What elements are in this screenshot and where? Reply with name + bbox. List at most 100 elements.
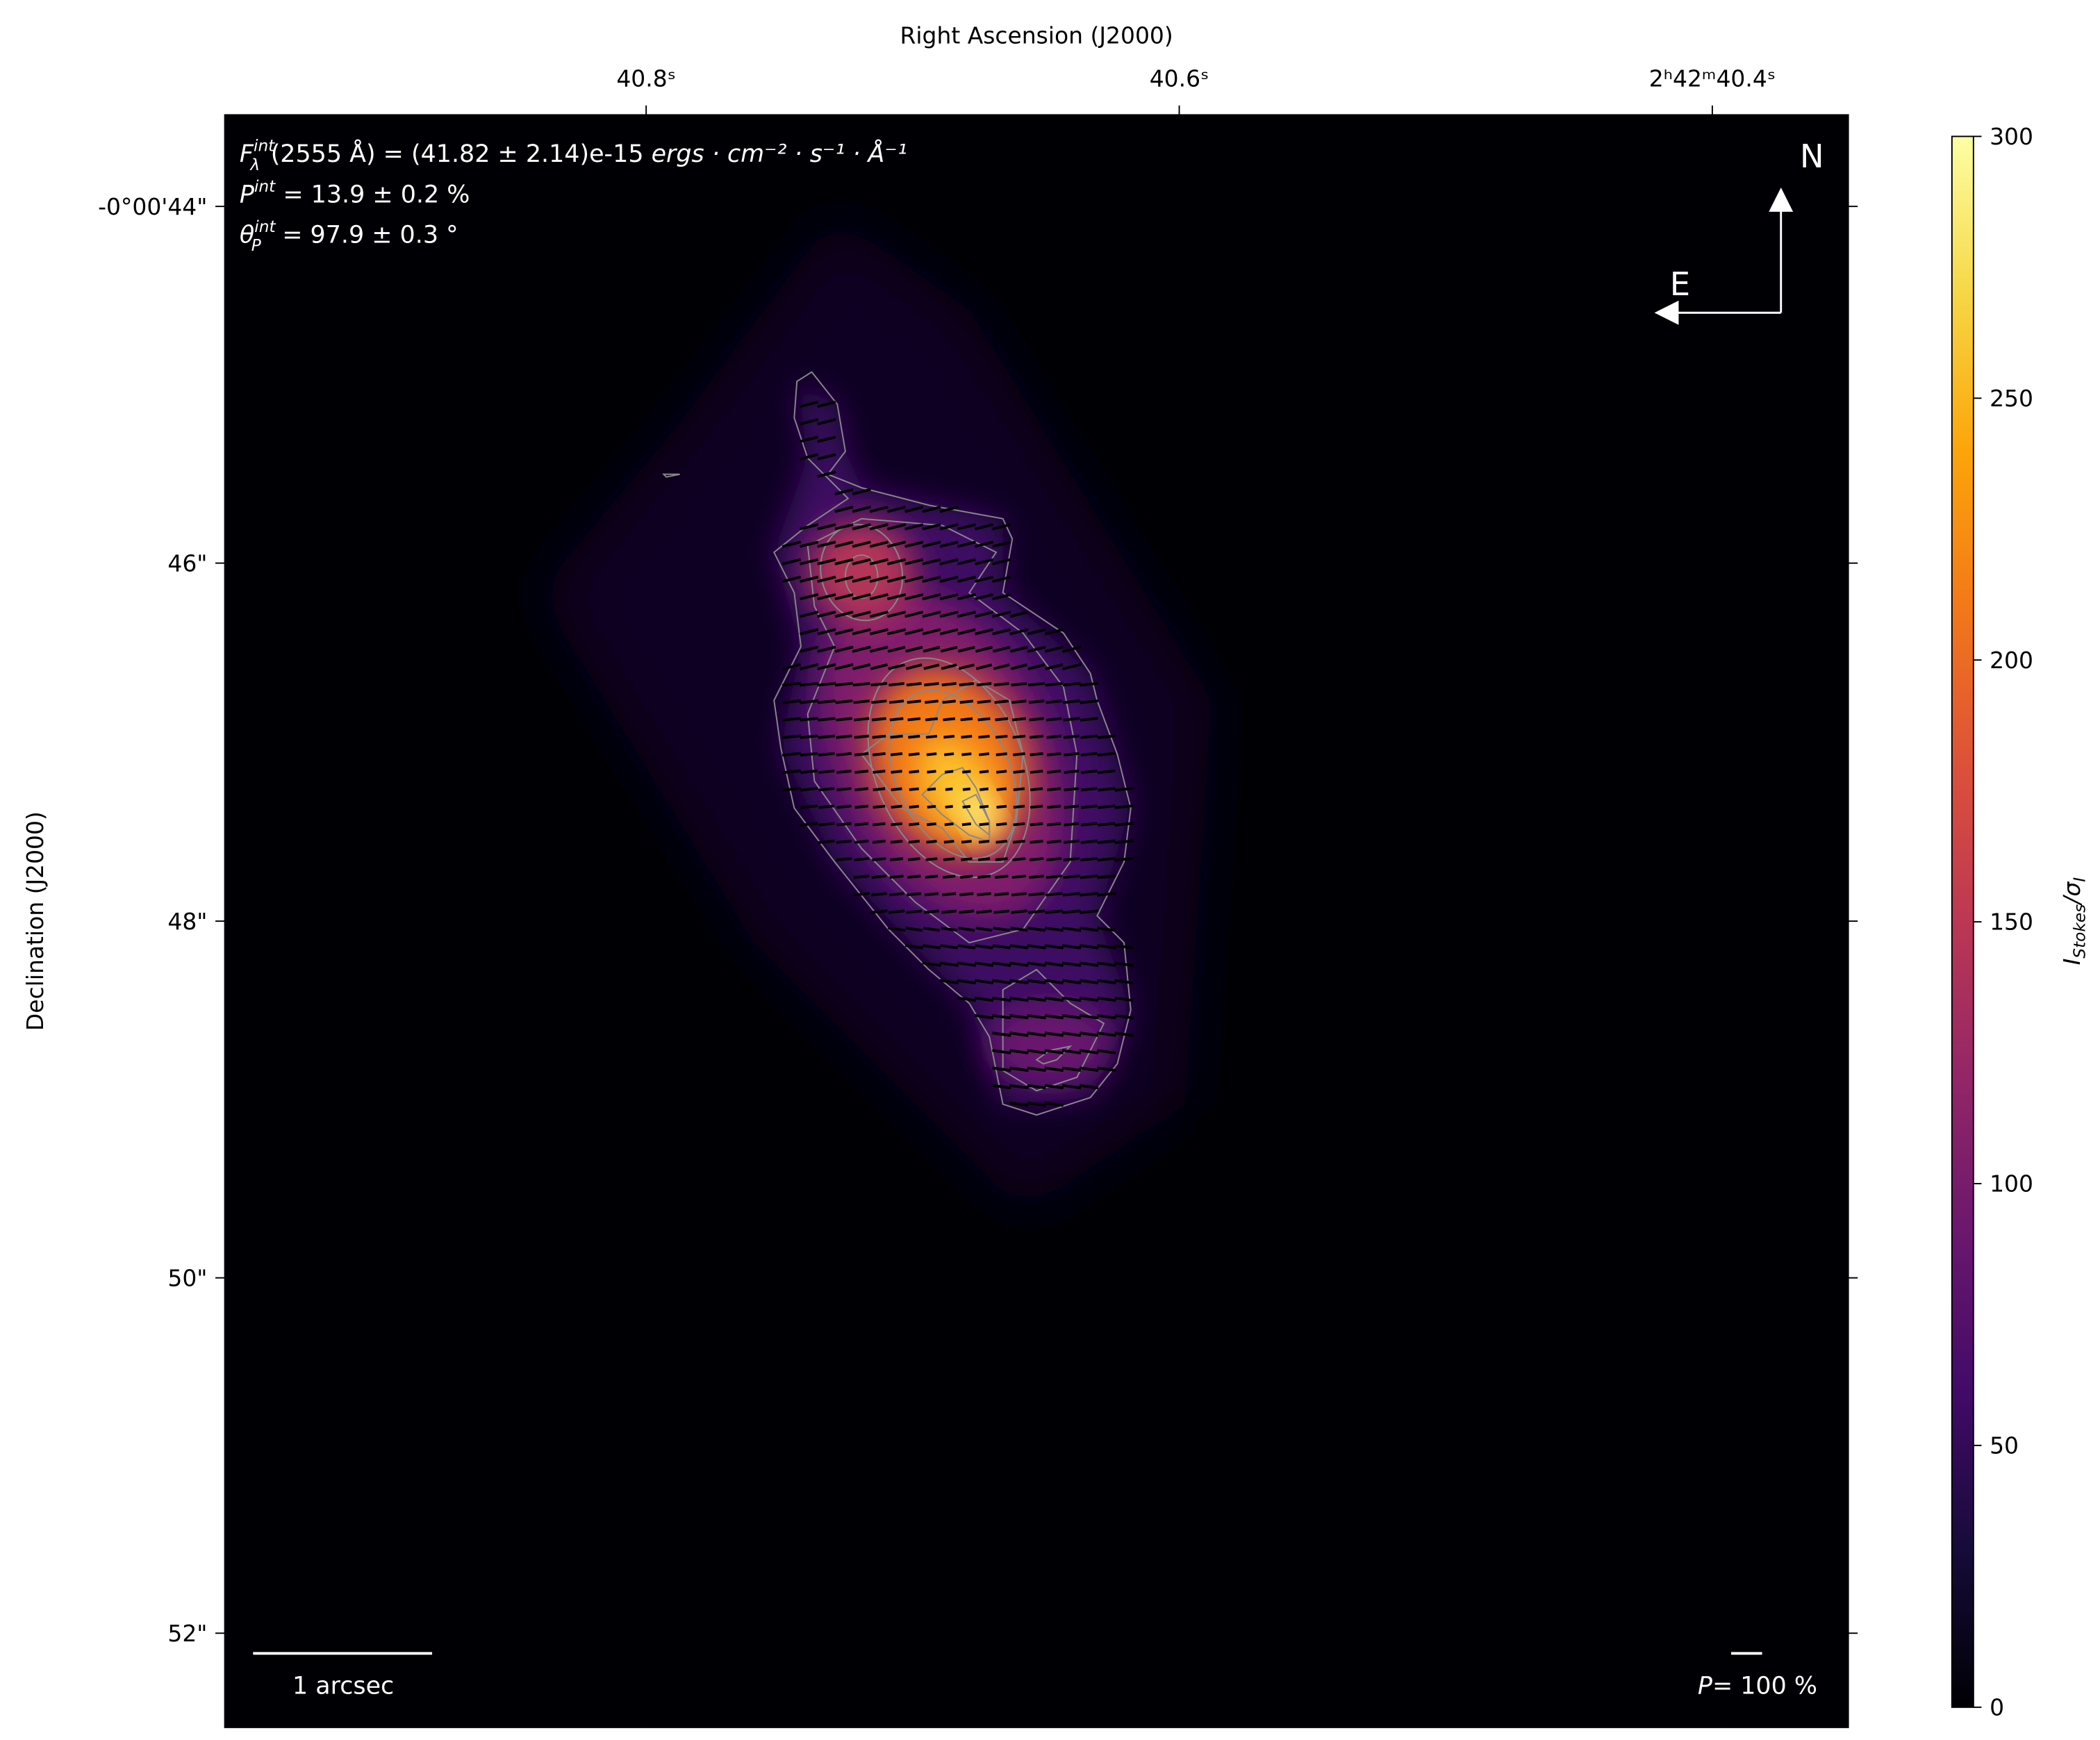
polarization-vector [959, 892, 974, 897]
polarization-vector [1064, 752, 1080, 756]
colorbar-tick-label: 50 [1990, 1432, 2019, 1459]
polarization-vector [799, 645, 819, 653]
polarization-vector [977, 699, 991, 704]
polarization-vector [852, 593, 871, 601]
polarization-vector [891, 804, 902, 809]
polarization-vector [905, 927, 923, 932]
polarization-vector [1044, 944, 1064, 950]
polarization-vector [1080, 769, 1098, 774]
polarization-vector [962, 787, 970, 791]
x-tick-label: 2ʰ42ᵐ40.4ˢ [1649, 65, 1776, 92]
polarization-vector [926, 840, 937, 844]
polarization-vector [854, 770, 869, 774]
polarization-vector [975, 944, 993, 950]
contour [867, 657, 1031, 879]
polarization-vector [979, 770, 989, 774]
polarization-vector [1097, 996, 1116, 1002]
polarization-vector [818, 787, 835, 792]
polarization-vector [1097, 979, 1116, 985]
polarization-vector [992, 1066, 1011, 1072]
polarization-vector [836, 769, 852, 774]
polarization-vector [852, 681, 870, 687]
polarization-vector [817, 663, 836, 671]
polarization-vector [922, 540, 941, 548]
polarization-vector [1011, 909, 1027, 914]
polarization-vector [1044, 1084, 1064, 1090]
polarization-vector [992, 593, 1011, 601]
polarization-vector [1114, 996, 1134, 1002]
colorbar-tick-label: 100 [1990, 1170, 2033, 1198]
polarization-vector [1045, 663, 1064, 670]
polarization-vector [1011, 681, 1027, 687]
polarization-vector [1013, 822, 1025, 827]
polarization-vector [891, 787, 902, 791]
polarization-vector [1098, 804, 1116, 809]
polarization-vector [1027, 1013, 1046, 1020]
polarization-vector [927, 787, 936, 791]
polarization-vector [941, 663, 957, 670]
polarization-vector [818, 752, 835, 757]
polarization-vector [1061, 1013, 1082, 1020]
polarization-vector [1013, 787, 1025, 792]
polarization-vector [923, 909, 940, 914]
polarization-vector [836, 787, 852, 792]
polarization-vector [852, 611, 871, 618]
scale-bar-label: 1 arcsec [292, 1672, 394, 1700]
polarization-vector [1047, 787, 1061, 792]
polarization-vector [888, 699, 904, 704]
polarization-vector [782, 734, 802, 740]
polarization-vector [1011, 892, 1027, 897]
polarization-vector [871, 875, 887, 879]
polarization-vector [961, 822, 971, 827]
polarization-vector [908, 752, 920, 756]
polarization-vector [1027, 944, 1046, 950]
colorbar-tick-label: 300 [1990, 123, 2033, 150]
polarization-vector [782, 699, 802, 704]
polarization-vector [887, 645, 906, 653]
polarization-vector [1080, 874, 1098, 879]
polarization-vector [943, 717, 956, 722]
polarization-vector [1061, 926, 1082, 932]
polarization-vector [782, 575, 802, 583]
polarization-vector [943, 857, 955, 861]
polarization-vector [939, 961, 959, 967]
polarization-vector [992, 996, 1011, 1002]
polarization-vector [992, 611, 1011, 618]
polarization-vector [1030, 770, 1043, 774]
polarization-vector [939, 628, 959, 636]
polarization-vector [1061, 979, 1082, 985]
polarization-vector [817, 628, 836, 636]
polarization-vector [1027, 628, 1046, 636]
polarization-vector [1080, 681, 1099, 687]
polarization-vector [799, 418, 819, 426]
polarization-vector [907, 857, 920, 861]
polarization-vector [979, 752, 990, 756]
polarization-vector [1045, 681, 1063, 687]
polarization-vector [889, 717, 904, 722]
polarization-vector [907, 892, 922, 897]
polarization-vector [1114, 961, 1134, 967]
polarization-vector [1030, 839, 1043, 844]
polarization-vector [922, 558, 941, 565]
polarization-vector [1079, 1084, 1099, 1090]
polarization-vector [870, 681, 888, 687]
polarization-vector [1114, 979, 1134, 985]
polarization-vector [979, 804, 989, 809]
polarization-vector [979, 787, 989, 791]
polarization-vector [939, 593, 959, 601]
polarization-vector [1062, 892, 1081, 897]
polarization-vector [871, 717, 886, 722]
polarization-vector [1027, 996, 1046, 1002]
polarization-vector [942, 875, 956, 879]
polarization-vector [908, 840, 920, 844]
polarization-vector [834, 593, 854, 601]
polarization-vector [1079, 1066, 1099, 1072]
polarization-vector [957, 979, 977, 985]
polarization-vector [799, 400, 819, 408]
polarization-vector [872, 752, 886, 756]
polarization-vector [870, 663, 888, 670]
polarization-vector [1009, 1066, 1029, 1072]
polarization-vector [834, 506, 854, 513]
polarization-vector [886, 506, 907, 513]
polarization-vector [904, 575, 924, 583]
